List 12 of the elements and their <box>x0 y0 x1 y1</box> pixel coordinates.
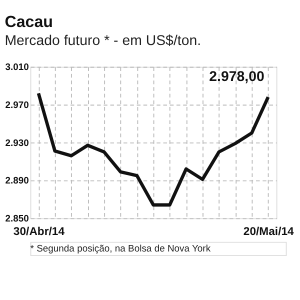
x-tick-label: 20/Mai/14 <box>243 226 295 238</box>
annotation: 2.978,00 <box>209 68 264 85</box>
y-tick-label: 2.930 <box>5 138 29 149</box>
chart-subtitle: Mercado futuro * - em US$/ton. <box>4 33 202 50</box>
text: * Segunda posição, na Bolsa de Nova York <box>30 243 211 254</box>
y-tick-label: 2.970 <box>5 100 29 111</box>
y-tick-label: 2.850 <box>5 214 29 225</box>
chart-title: Cacau <box>4 13 53 32</box>
y-tick-label: 2.890 <box>5 176 29 187</box>
line-series <box>36 92 270 207</box>
y-tick-label: 3.010 <box>5 62 29 74</box>
x-tick-label: 30/Abr/14 <box>13 226 66 238</box>
